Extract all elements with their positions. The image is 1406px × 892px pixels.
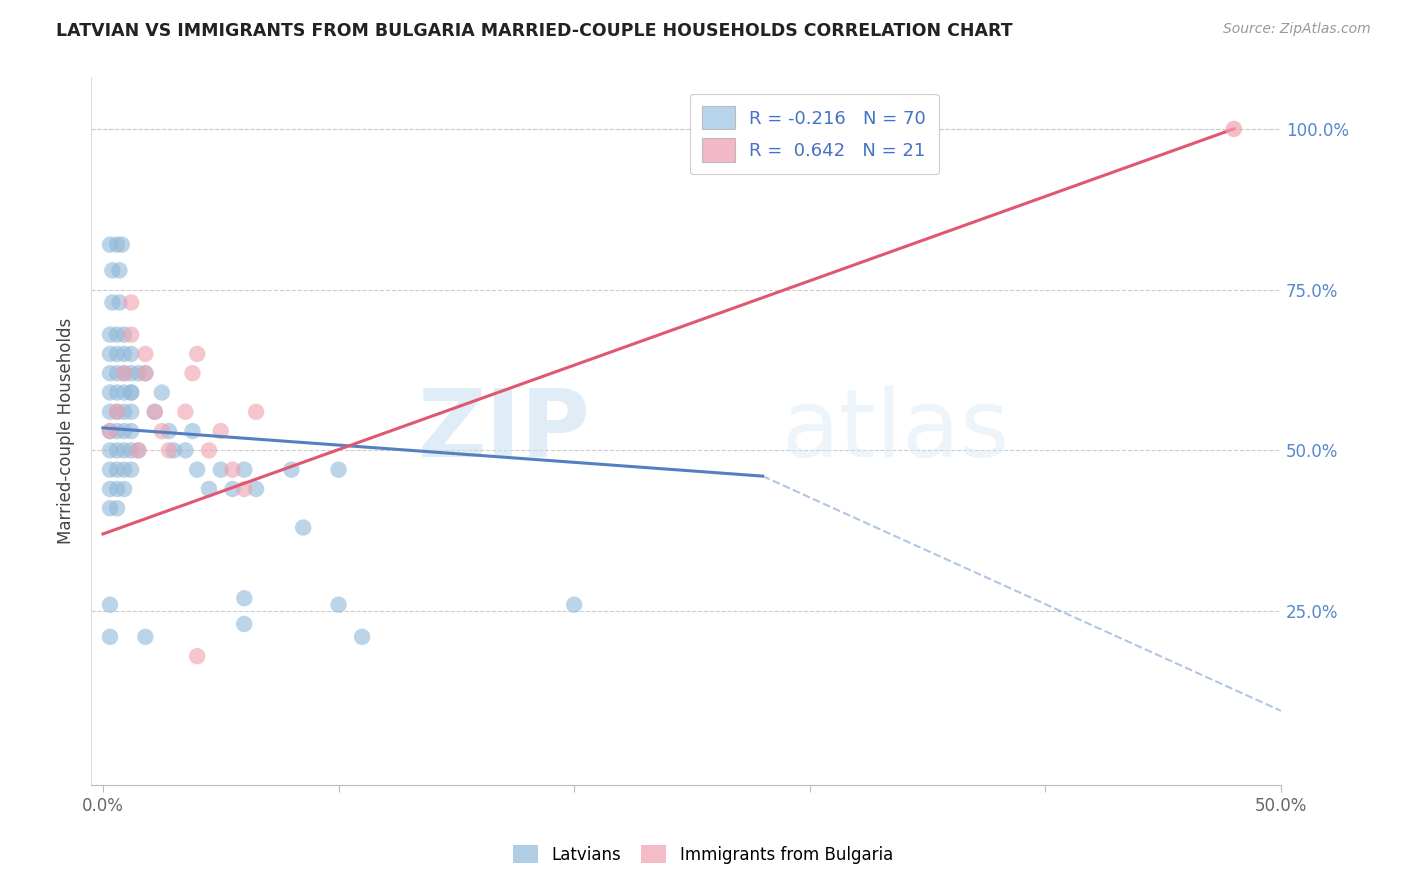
Point: [127, 443, 149, 458]
Point: [120, 405, 142, 419]
Point: [112, 424, 135, 438]
Point: [174, 405, 197, 419]
Point: [209, 463, 232, 477]
Point: [111, 237, 134, 252]
Point: [120, 424, 142, 438]
Point: [120, 385, 142, 400]
Point: [120, 443, 142, 458]
Point: [112, 366, 135, 380]
Point: [105, 424, 128, 438]
Point: [143, 405, 166, 419]
Point: [98, 598, 121, 612]
Point: [98, 366, 121, 380]
Point: [105, 405, 128, 419]
Point: [98, 424, 121, 438]
Point: [134, 630, 156, 644]
Point: [105, 237, 128, 252]
Point: [98, 482, 121, 496]
Point: [105, 327, 128, 342]
Point: [120, 347, 142, 361]
Text: Source: ZipAtlas.com: Source: ZipAtlas.com: [1223, 22, 1371, 37]
Point: [112, 482, 135, 496]
Point: [198, 482, 221, 496]
Point: [233, 463, 256, 477]
Point: [98, 385, 121, 400]
Point: [186, 649, 208, 664]
Point: [209, 424, 232, 438]
Point: [98, 237, 121, 252]
Text: LATVIAN VS IMMIGRANTS FROM BULGARIA MARRIED-COUPLE HOUSEHOLDS CORRELATION CHART: LATVIAN VS IMMIGRANTS FROM BULGARIA MARR…: [56, 22, 1012, 40]
Point: [233, 617, 256, 632]
Point: [233, 482, 256, 496]
Point: [186, 347, 208, 361]
Point: [98, 501, 121, 516]
Point: [221, 463, 243, 477]
Point: [105, 385, 128, 400]
Point: [112, 405, 135, 419]
Legend: Latvians, Immigrants from Bulgaria: Latvians, Immigrants from Bulgaria: [506, 838, 900, 871]
Point: [120, 463, 142, 477]
Point: [186, 463, 208, 477]
Legend: R = -0.216   N = 70, R =  0.642   N = 21: R = -0.216 N = 70, R = 0.642 N = 21: [690, 94, 939, 174]
Point: [112, 327, 135, 342]
Point: [280, 463, 302, 477]
Point: [112, 443, 135, 458]
Point: [134, 347, 156, 361]
Point: [292, 520, 315, 534]
Point: [98, 327, 121, 342]
Point: [198, 443, 221, 458]
Point: [174, 443, 197, 458]
Point: [105, 463, 128, 477]
Point: [120, 366, 142, 380]
Point: [233, 591, 256, 606]
Point: [245, 405, 267, 419]
Point: [328, 463, 350, 477]
Point: [127, 366, 149, 380]
Point: [120, 385, 142, 400]
Point: [150, 385, 173, 400]
Point: [181, 366, 204, 380]
Point: [98, 405, 121, 419]
Point: [127, 443, 149, 458]
Point: [101, 295, 124, 310]
Point: [98, 347, 121, 361]
Text: ZIP: ZIP: [418, 385, 591, 477]
Point: [105, 405, 128, 419]
Point: [108, 295, 131, 310]
Point: [105, 347, 128, 361]
Point: [101, 263, 124, 277]
Text: atlas: atlas: [782, 385, 1010, 477]
Point: [352, 630, 374, 644]
Point: [120, 295, 142, 310]
Point: [134, 366, 156, 380]
Point: [98, 630, 121, 644]
Point: [1223, 121, 1246, 136]
Point: [562, 598, 585, 612]
Point: [162, 443, 184, 458]
Point: [105, 482, 128, 496]
Point: [112, 463, 135, 477]
Y-axis label: Married-couple Households: Married-couple Households: [58, 318, 75, 544]
Point: [221, 482, 243, 496]
Point: [120, 327, 142, 342]
Point: [245, 482, 267, 496]
Point: [112, 385, 135, 400]
Point: [134, 366, 156, 380]
Point: [150, 424, 173, 438]
Point: [181, 424, 204, 438]
Point: [98, 443, 121, 458]
Point: [105, 501, 128, 516]
Point: [157, 443, 180, 458]
Point: [108, 263, 131, 277]
Point: [112, 347, 135, 361]
Point: [328, 598, 350, 612]
Point: [143, 405, 166, 419]
Point: [105, 443, 128, 458]
Point: [157, 424, 180, 438]
Point: [112, 366, 135, 380]
Point: [98, 463, 121, 477]
Point: [98, 424, 121, 438]
Point: [105, 366, 128, 380]
